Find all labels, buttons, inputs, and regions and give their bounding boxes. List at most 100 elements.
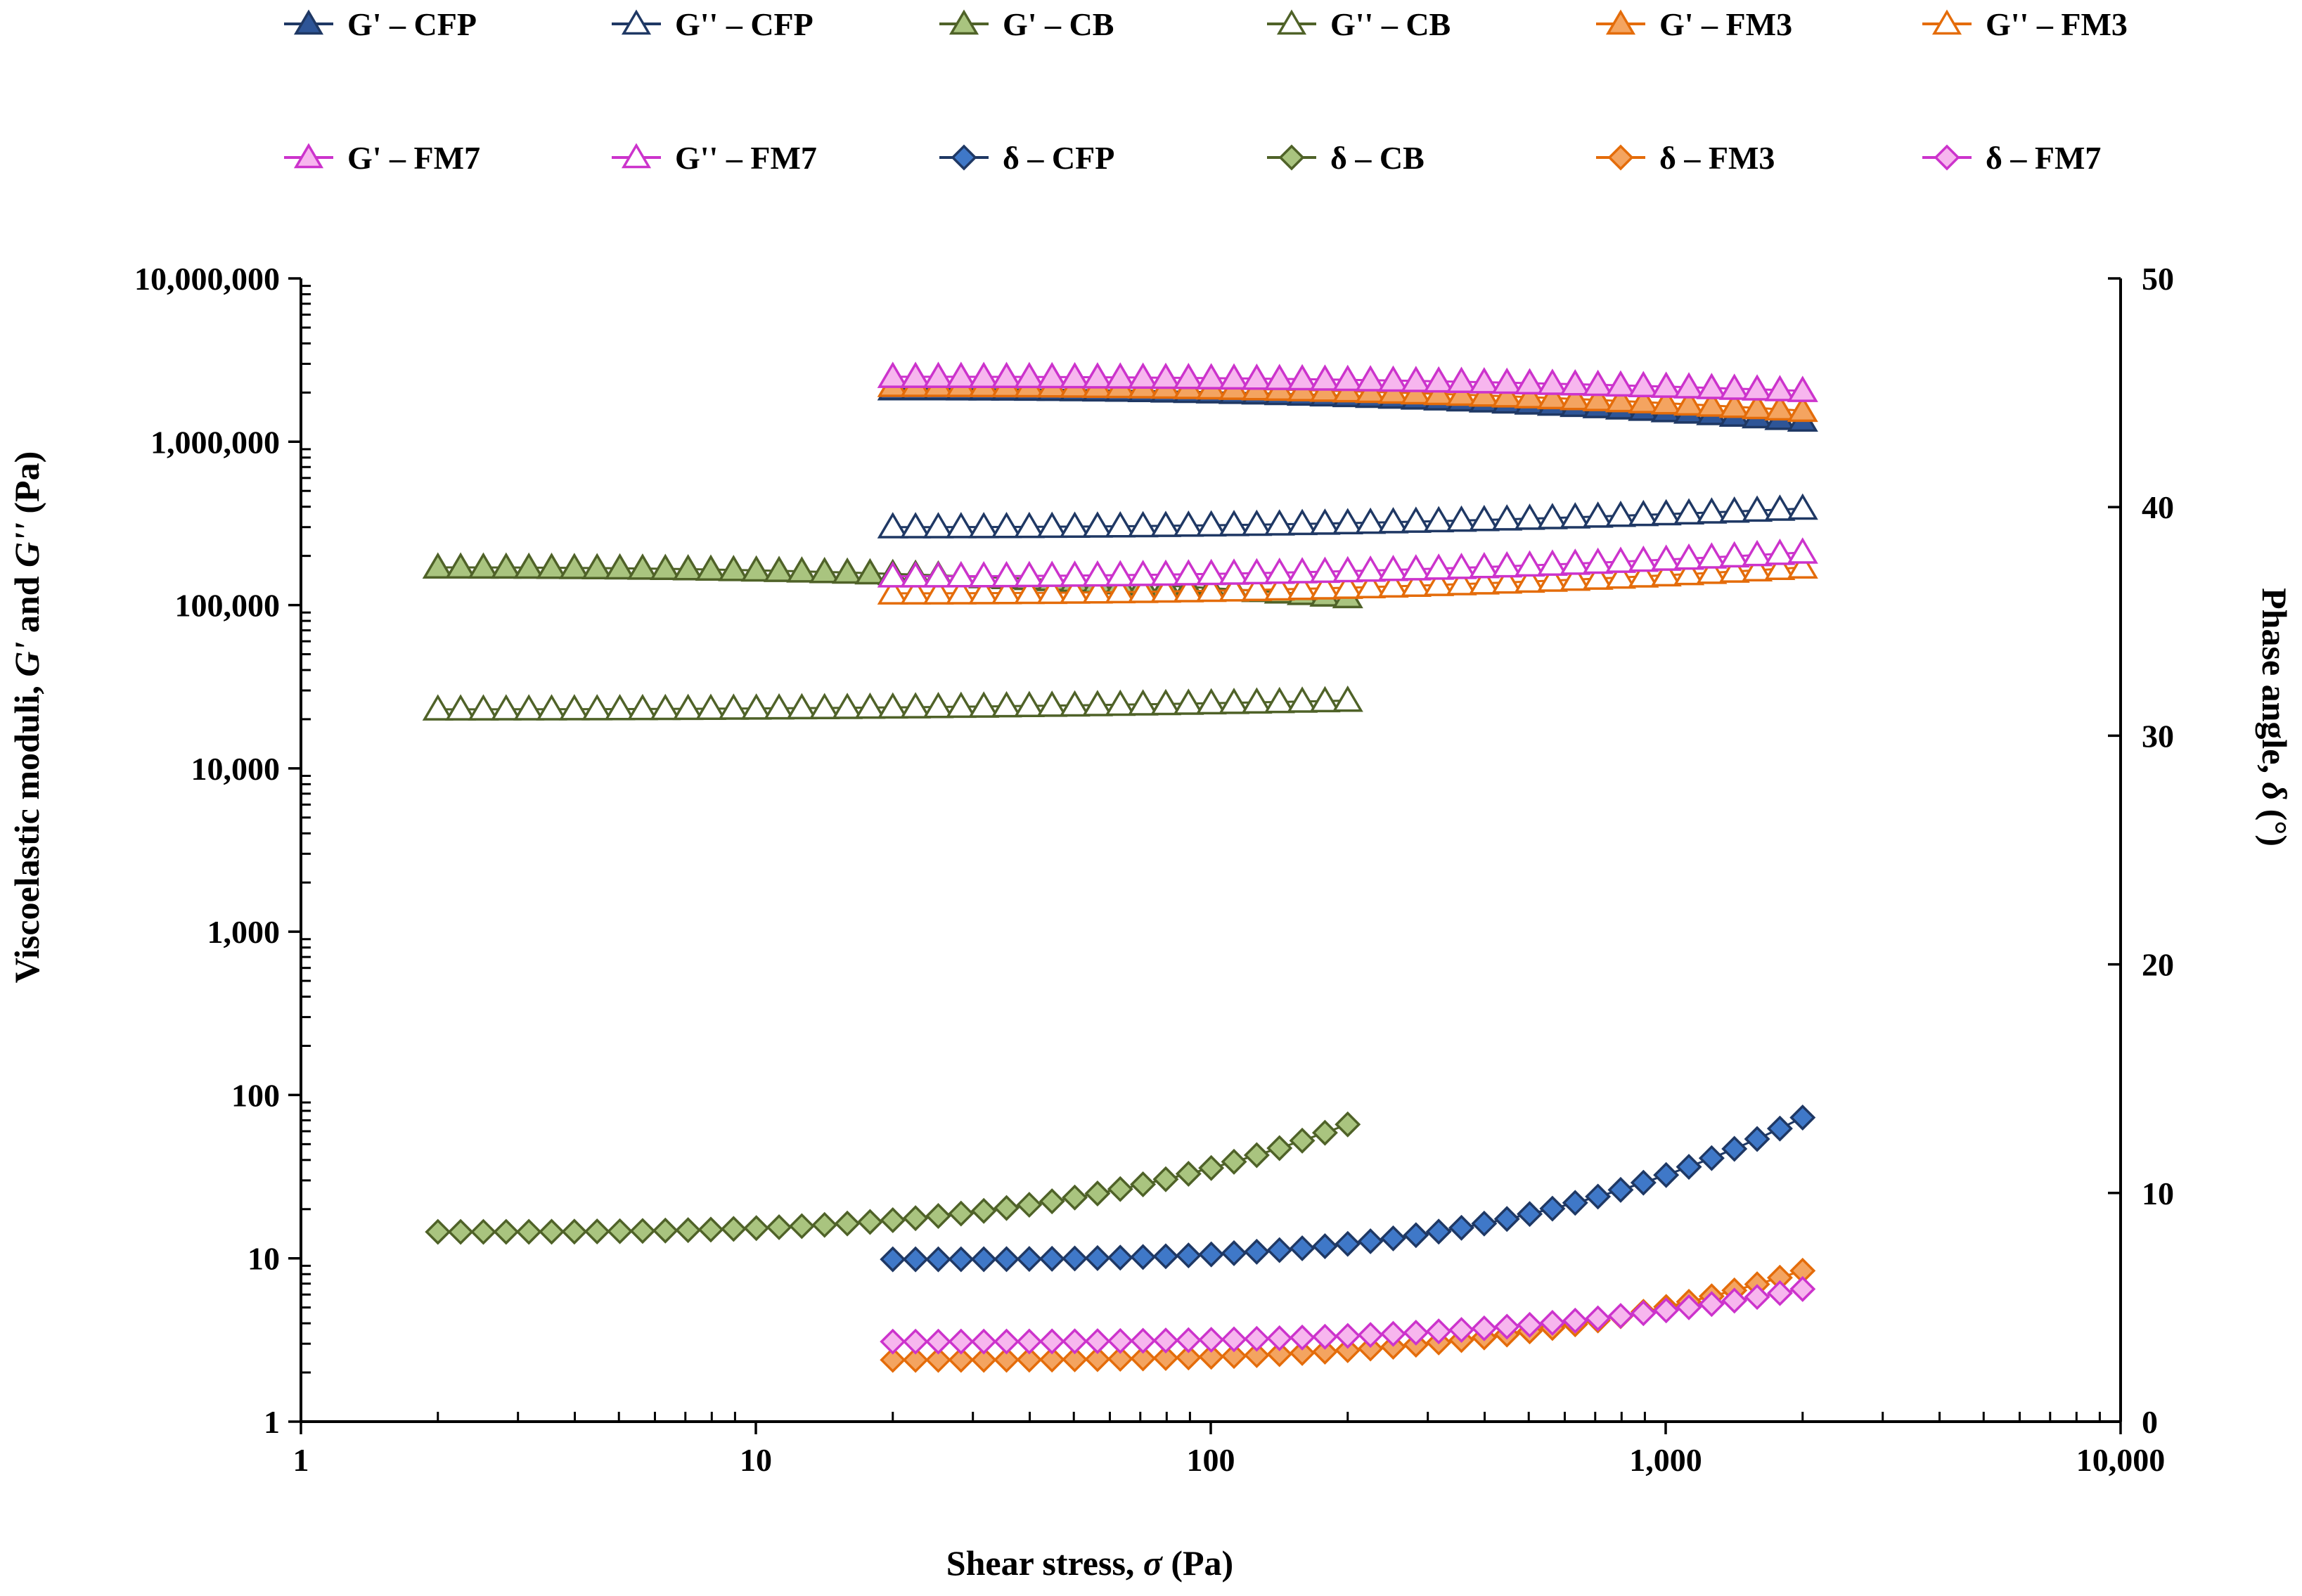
data-point	[1311, 1339, 1338, 1365]
legend-item: G'' – FM3	[1922, 6, 2128, 42]
data-point	[1380, 1225, 1406, 1251]
data-point	[1630, 1300, 1657, 1327]
data-point	[900, 578, 932, 605]
data-point	[1081, 577, 1113, 604]
data-point	[1468, 568, 1500, 595]
data-point	[1650, 387, 1682, 415]
data-point	[425, 1218, 451, 1245]
data-point	[743, 1215, 770, 1242]
data-point	[1377, 555, 1409, 581]
data-point	[1107, 1327, 1133, 1354]
data-point	[948, 1346, 975, 1373]
data-point	[1173, 576, 1204, 603]
y-tick-label: 100,000	[175, 588, 281, 624]
data-point	[945, 578, 977, 605]
data-point	[513, 552, 545, 579]
data-point	[536, 694, 567, 721]
data-point	[1036, 560, 1068, 587]
data-point	[1036, 361, 1068, 389]
data-point	[1335, 1337, 1361, 1363]
data-point	[1309, 364, 1341, 391]
legend-item: G' – CB	[939, 6, 1114, 42]
data-point	[1287, 574, 1318, 600]
data-point	[468, 552, 499, 579]
data-point	[1536, 565, 1568, 592]
data-point	[1016, 1246, 1043, 1273]
data-point	[675, 1217, 702, 1244]
data-point	[1195, 510, 1227, 537]
data-point	[1764, 394, 1796, 421]
data-point	[1742, 539, 1773, 567]
data-point	[1673, 543, 1705, 570]
data-point	[1150, 576, 1182, 603]
y-axis-title-part3: and	[7, 567, 46, 642]
legend-label: G' – FM7	[347, 140, 480, 176]
legend-label: G'' – CB	[1330, 6, 1451, 42]
data-point	[1468, 367, 1500, 394]
data-point	[1446, 366, 1477, 393]
data-point	[1766, 1115, 1793, 1142]
data-point	[720, 1216, 747, 1242]
data-point	[1130, 1327, 1157, 1354]
data-point	[490, 694, 522, 721]
data-point	[811, 1211, 838, 1238]
data-point	[1560, 384, 1591, 411]
data-point	[1195, 558, 1227, 586]
data-point	[877, 561, 908, 588]
data-point	[902, 1205, 929, 1232]
data-point	[1562, 1190, 1588, 1216]
data-point	[1084, 1328, 1111, 1355]
data-point	[445, 694, 477, 721]
data-point	[948, 1328, 975, 1355]
data-point	[1582, 547, 1614, 574]
legend-label: G' – FM3	[1659, 6, 1792, 42]
legend-item: δ – FM3	[1596, 140, 1775, 176]
y-axis-title-part1: Viscoelastic moduli,	[7, 677, 46, 984]
y-tick-label: 10,000	[191, 751, 281, 787]
data-point	[1673, 558, 1705, 586]
data-point	[922, 361, 954, 388]
data-point	[1425, 1318, 1452, 1345]
data-point	[1335, 1323, 1361, 1349]
data-point	[1491, 551, 1523, 578]
data-point	[1721, 1287, 1748, 1314]
data-point	[1539, 1309, 1566, 1336]
data-point	[766, 1214, 792, 1240]
data-point	[1400, 570, 1432, 597]
data-point	[948, 1200, 975, 1227]
data-point	[1673, 498, 1705, 525]
data-point	[1605, 562, 1637, 589]
data-point	[1218, 575, 1250, 602]
data-point	[968, 361, 1000, 388]
data-point	[1107, 1346, 1133, 1372]
legend-item: G'' – FM7	[612, 140, 817, 176]
data-point	[1105, 577, 1136, 604]
data-point	[968, 578, 1000, 605]
data-point	[1744, 1126, 1770, 1152]
data-point	[1221, 1148, 1247, 1175]
data-point	[1650, 371, 1682, 398]
data-point	[968, 691, 1000, 718]
data-point	[1287, 508, 1318, 536]
data-point	[945, 691, 977, 719]
data-point	[1332, 364, 1363, 392]
data-point	[1016, 1346, 1043, 1373]
legend-label: G'' – FM3	[1986, 6, 2128, 42]
data-point	[740, 555, 772, 582]
data-point	[1332, 508, 1363, 534]
data-point	[854, 558, 886, 585]
data-point	[763, 555, 795, 582]
x-axis-title: Shear stress, σ (Pa)	[946, 1543, 1233, 1583]
data-point	[604, 693, 636, 721]
data-point	[1676, 1294, 1702, 1320]
y2-tick-label: 40	[2142, 489, 2174, 525]
y2-tick-label: 30	[2142, 718, 2174, 754]
data-point	[877, 512, 908, 539]
data-point	[1175, 1161, 1202, 1187]
data-point	[1787, 537, 1818, 564]
data-point	[832, 693, 863, 719]
data-point	[1263, 686, 1295, 714]
x-tick-label: 10,000	[2076, 1442, 2166, 1478]
data-point	[1309, 573, 1341, 600]
series-g-cfp	[877, 493, 1818, 539]
